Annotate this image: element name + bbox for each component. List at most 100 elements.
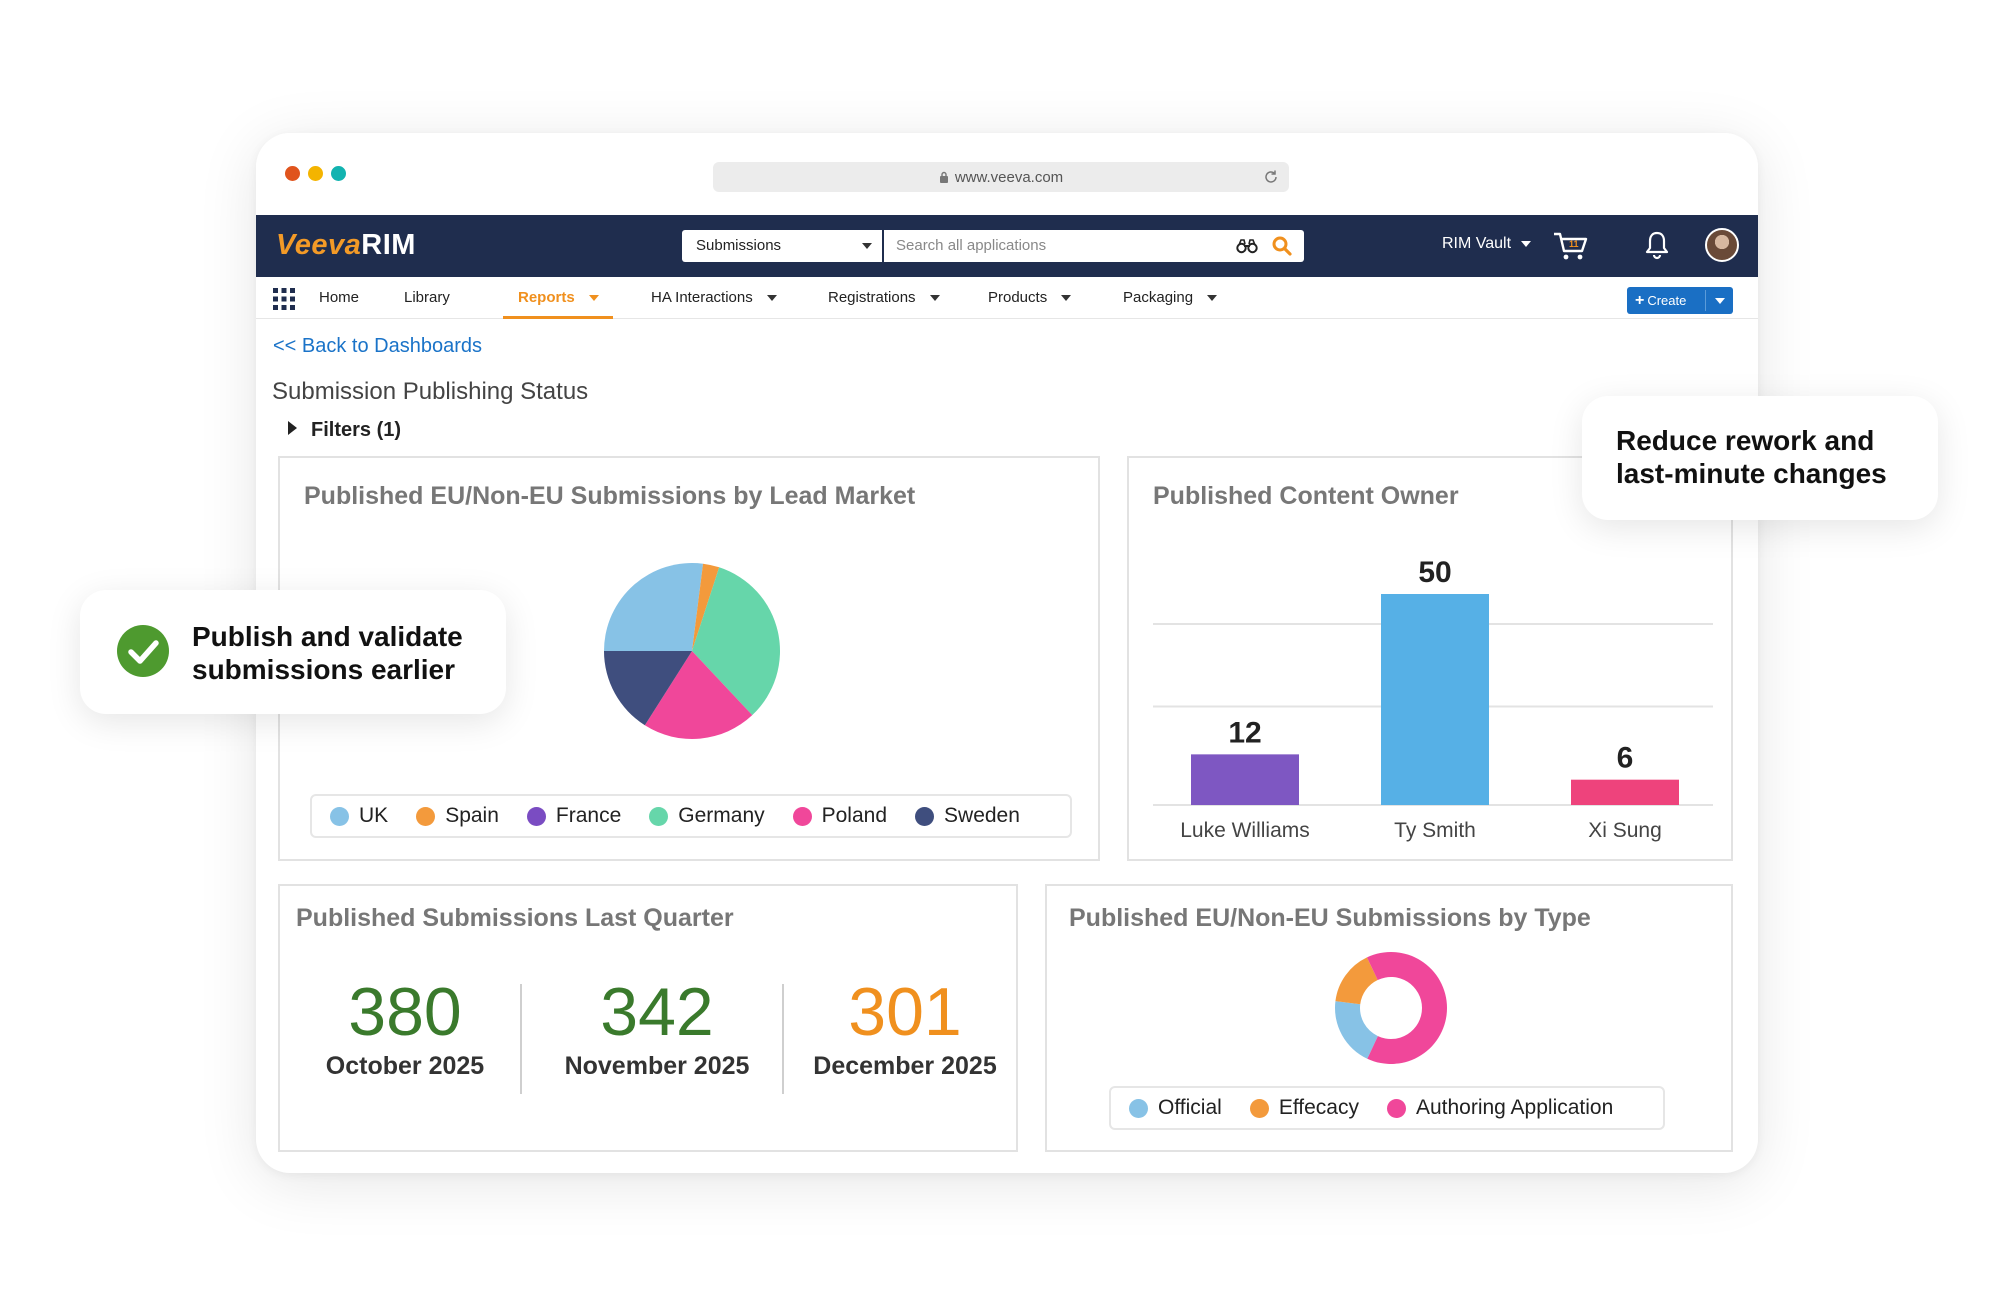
slice-poland[interactable] xyxy=(644,651,753,739)
chevron-down-icon xyxy=(929,295,940,302)
user-avatar[interactable] xyxy=(1705,228,1739,262)
vault-name: RIM Vault xyxy=(1442,235,1512,252)
window-maximize-dot[interactable] xyxy=(331,166,346,181)
page-title: Submission Publishing Status xyxy=(272,378,589,405)
legend-item-official[interactable]: Official xyxy=(1129,1096,1222,1120)
window-close-dot[interactable] xyxy=(285,166,300,181)
nav-packaging-label: Packaging xyxy=(1123,289,1194,306)
address-bar[interactable]: www.veeva.com xyxy=(713,162,1289,192)
kpi-value: 380 xyxy=(348,974,462,1050)
back-to-dashboards-link[interactable]: << Back to Dashboards xyxy=(273,335,483,357)
chevron-down-icon xyxy=(862,243,872,249)
lead-market-legend: UK Spain France Germany Poland Sweden xyxy=(310,794,1072,838)
legend-label: Effecacy xyxy=(1278,1096,1359,1119)
legend-swatch xyxy=(416,806,436,826)
search-input[interactable]: Search all applications xyxy=(884,230,1304,262)
kpi-october[interactable]: 380 October 2025 xyxy=(310,976,500,1081)
kpi-label: November 2025 xyxy=(564,1052,750,1080)
url-text: www.veeva.com xyxy=(954,168,1064,186)
category-label-ty-smith: Ty Smith xyxy=(1394,819,1476,842)
panel-title: Published Content Owner xyxy=(1153,482,1459,510)
main-nav: Home Library Reports HA Interactions Reg… xyxy=(256,277,1758,319)
slice-sweden[interactable] xyxy=(604,651,692,726)
legend-item-uk[interactable]: UK xyxy=(330,804,388,828)
callout-reduce-rework: Reduce rework and last-minute changes xyxy=(1582,396,1938,520)
content-owner-bar-chart: 12 Luke Williams 50 Ty Smith 6 Xi Sung xyxy=(1153,556,1713,842)
nav-registrations[interactable]: Registrations xyxy=(828,289,940,306)
legend-label: Sweden xyxy=(944,804,1020,827)
callout-publish-validate: Publish and validate submissions earlier xyxy=(80,590,506,714)
search-scope-value: Submissions xyxy=(696,237,782,254)
slice-germany[interactable] xyxy=(692,567,780,716)
nav-reports[interactable]: Reports xyxy=(518,289,599,306)
binoculars-icon[interactable] xyxy=(1236,238,1258,254)
legend-item-germany[interactable]: Germany xyxy=(649,804,765,828)
bar-value-label: 12 xyxy=(1228,716,1261,749)
callout-text: Reduce rework and last-minute changes xyxy=(1616,425,1887,489)
chevron-down-icon[interactable] xyxy=(1715,298,1725,304)
nav-library[interactable]: Library xyxy=(404,289,450,306)
legend-item-effecacy[interactable]: Effecacy xyxy=(1249,1096,1359,1120)
bar-ty-smith[interactable] xyxy=(1381,594,1489,805)
bell-icon[interactable] xyxy=(1644,230,1670,260)
kpi-december[interactable]: 301 December 2025 xyxy=(798,976,1012,1081)
bar-xi-sung[interactable] xyxy=(1571,779,1679,805)
slice-authoring-application[interactable] xyxy=(1366,952,1447,1064)
nav-packaging[interactable]: Packaging xyxy=(1123,289,1218,306)
kpi-november[interactable]: 342 November 2025 xyxy=(542,976,772,1081)
app-grid-icon[interactable] xyxy=(272,287,296,311)
legend-item-authoring-application[interactable]: Authoring Application xyxy=(1386,1096,1614,1120)
bar-luke-williams[interactable] xyxy=(1191,754,1299,805)
kpi-label: December 2025 xyxy=(813,1052,997,1080)
legend-label: France xyxy=(555,804,622,827)
caret-right-icon xyxy=(288,421,297,435)
slice-spain[interactable] xyxy=(692,563,720,651)
kpi-divider xyxy=(782,984,784,1094)
logo-veeva: Veeva xyxy=(276,229,362,261)
panel-title: Published EU/Non-EU Submissions by Type xyxy=(1069,904,1591,932)
category-label-luke-williams: Luke Williams xyxy=(1180,819,1310,842)
search-scope-select[interactable]: Submissions xyxy=(682,230,882,262)
kpi-label: October 2025 xyxy=(325,1052,485,1080)
chevron-down-icon xyxy=(588,295,599,302)
search-icon[interactable] xyxy=(1272,236,1292,256)
legend-item-sweden[interactable]: Sweden xyxy=(915,804,1020,828)
by-type-panel: Published EU/Non-EU Submissions by Type … xyxy=(1045,884,1733,1152)
legend-label: Germany xyxy=(678,804,765,827)
nav-home[interactable]: Home xyxy=(319,289,360,306)
slice-uk[interactable] xyxy=(604,563,704,651)
filters-toggle[interactable]: Filters (1) xyxy=(288,419,401,442)
active-tab-indicator xyxy=(503,316,613,319)
create-button[interactable]: + Create xyxy=(1627,287,1733,314)
nav-reports-label: Reports xyxy=(518,289,575,306)
browser-window: www.veeva.com VeevaRIM Submissions Searc… xyxy=(256,133,1758,1173)
by-type-legend: Official Effecacy Authoring Application xyxy=(1109,1086,1665,1130)
legend-item-france[interactable]: France xyxy=(526,804,622,828)
legend-swatch xyxy=(792,806,812,826)
legend-item-spain[interactable]: Spain xyxy=(416,804,499,828)
legend-swatch xyxy=(649,806,669,826)
nav-products[interactable]: Products xyxy=(988,289,1072,306)
slice-effecacy[interactable] xyxy=(1335,957,1378,1005)
bar-value-label: 6 xyxy=(1617,742,1634,775)
create-label: Create xyxy=(1647,293,1687,308)
legend-label: Authoring Application xyxy=(1415,1096,1614,1119)
legend-label: Spain xyxy=(445,804,499,827)
vault-switcher[interactable]: RIM Vault xyxy=(1442,235,1532,253)
window-minimize-dot[interactable] xyxy=(308,166,323,181)
slice-official[interactable] xyxy=(1335,1001,1378,1059)
cart-icon[interactable]: 11 xyxy=(1553,230,1589,262)
nav-registrations-label: Registrations xyxy=(828,289,916,306)
nav-ha-interactions[interactable]: HA Interactions xyxy=(651,289,777,306)
kpi-row: 380 October 2025 342 November 2025 301 D… xyxy=(280,976,1016,1136)
reload-icon[interactable] xyxy=(1263,169,1279,185)
chevron-down-icon xyxy=(1521,240,1532,247)
nav-ha-interactions-label: HA Interactions xyxy=(651,289,753,306)
legend-item-poland[interactable]: Poland xyxy=(792,804,887,828)
veeva-rim-logo[interactable]: VeevaRIM xyxy=(276,229,416,262)
kpi-divider xyxy=(520,984,522,1094)
bar-value-label: 50 xyxy=(1418,556,1451,589)
logo-rim: RIM xyxy=(361,229,416,261)
category-label-xi-sung: Xi Sung xyxy=(1588,819,1662,842)
legend-swatch xyxy=(526,806,546,826)
